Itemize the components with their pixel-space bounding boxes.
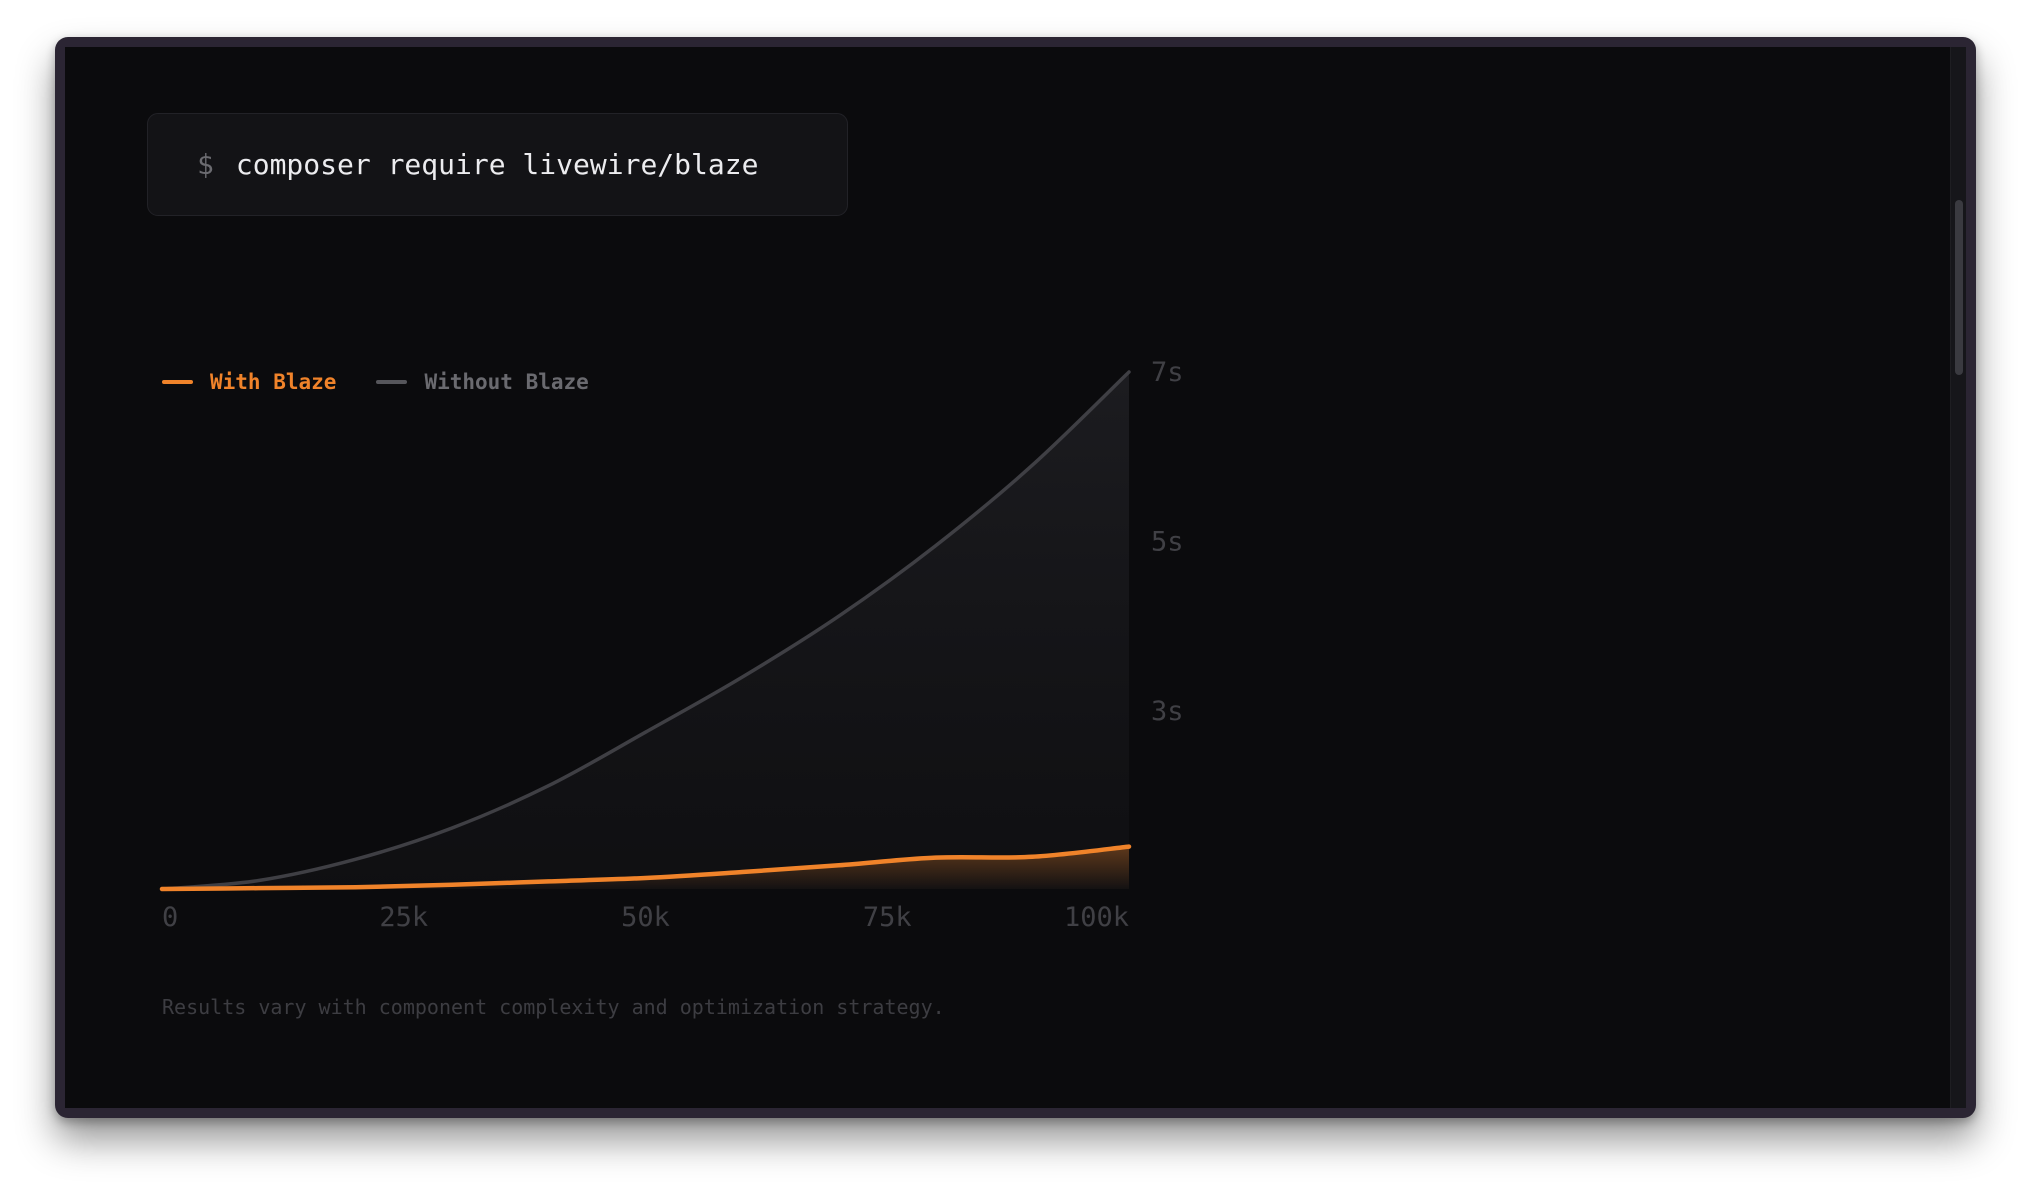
legend-label-without-blaze: Without Blaze (424, 370, 589, 394)
app-window: $ composer require livewire/blaze 7s 5s 3s… (55, 37, 1976, 1118)
with-blaze-swatch (162, 380, 193, 384)
performance-chart: 7s 5s 3s 0 25k 50k 75k 100k (159, 357, 1184, 933)
scrollbar[interactable] (1950, 47, 1966, 1108)
chart-legend: With Blaze Without Blaze (162, 370, 629, 394)
chart-footnote: Results vary with component complexity a… (162, 995, 945, 1019)
legend-item-without-blaze: Without Blaze (376, 370, 589, 394)
without-blaze-line (160, 370, 1131, 891)
y-tick-label: 5s (1151, 527, 1184, 558)
x-tick-label: 100k (1064, 902, 1129, 933)
y-tick-label: 3s (1151, 696, 1184, 727)
page-viewport: $ composer require livewire/blaze 7s 5s 3s… (65, 47, 1966, 1108)
x-tick-label: 75k (863, 902, 912, 933)
y-tick-label: 7s (1151, 357, 1184, 388)
install-command[interactable]: composer require livewire/blaze (235, 148, 759, 181)
without-blaze-area (162, 372, 1129, 889)
shell-prompt: $ (197, 148, 214, 181)
x-tick-label: 50k (621, 902, 670, 933)
legend-label-with-blaze: With Blaze (210, 370, 337, 394)
with-blaze-line (159, 844, 1132, 892)
x-tick-label: 25k (379, 902, 428, 933)
legend-item-with-blaze: With Blaze (162, 370, 336, 394)
install-command-box[interactable]: $ composer require livewire/blaze (147, 113, 848, 216)
scrollbar-thumb[interactable] (1955, 200, 1963, 375)
y-axis-ticks: 7s 5s 3s (1151, 357, 1184, 727)
x-tick-label: 0 (162, 902, 178, 933)
without-blaze-swatch (376, 380, 408, 384)
with-blaze-area (162, 846, 1129, 889)
x-axis-ticks: 0 25k 50k 75k 100k (162, 902, 1129, 933)
